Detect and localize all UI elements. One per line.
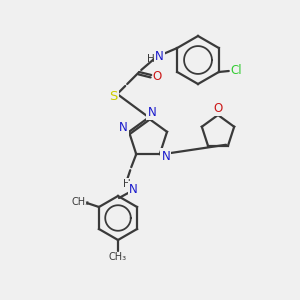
Text: N: N: [118, 121, 127, 134]
Text: Cl: Cl: [231, 64, 242, 76]
Text: N: N: [161, 150, 170, 163]
Text: CH₃: CH₃: [109, 252, 127, 262]
Text: S: S: [109, 89, 117, 103]
Text: CH₃: CH₃: [72, 197, 90, 207]
Text: N: N: [129, 183, 138, 196]
Text: O: O: [153, 70, 162, 83]
Text: O: O: [213, 101, 223, 115]
Text: H: H: [147, 54, 155, 64]
Text: H: H: [123, 179, 131, 189]
Text: N: N: [155, 50, 164, 62]
Text: N: N: [148, 106, 156, 118]
